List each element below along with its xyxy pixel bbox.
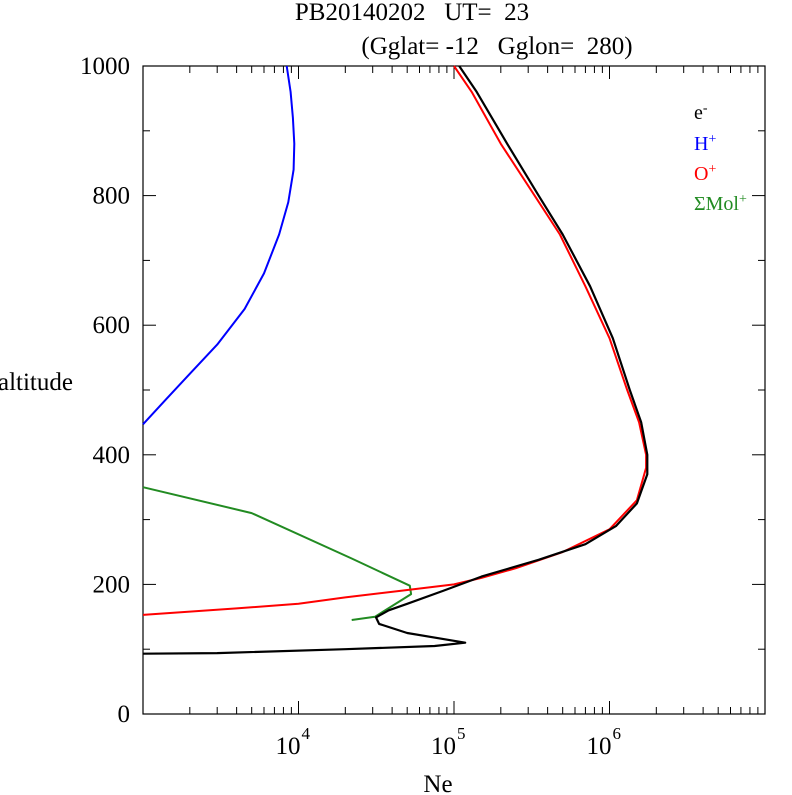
legend-item: H+ <box>694 132 716 156</box>
y-tick-label: 200 <box>93 571 131 598</box>
chart-title-line2: (Gglat= -12 Gglon= 280) <box>361 33 632 60</box>
y-tick-label: 400 <box>93 442 131 469</box>
y-tick-label: 0 <box>118 701 131 728</box>
series-line-O-2 <box>142 65 648 616</box>
legend-item: O+ <box>694 162 716 186</box>
y-tick-label: 1000 <box>80 53 130 80</box>
legend-label-superscript: + <box>708 162 716 177</box>
legend-label: e- <box>694 101 708 125</box>
series-line-Mol-3 <box>142 486 413 621</box>
legend-label: H+ <box>694 132 716 156</box>
x-tick-label: 10 4 <box>276 724 311 760</box>
x-tick-label: 10 6 <box>587 724 622 760</box>
series-line-H-1 <box>142 65 296 425</box>
plot-frame <box>142 65 766 715</box>
x-tick-label-base: 10 <box>431 733 456 760</box>
legend-label-superscript: + <box>708 132 716 147</box>
legend-label: ΣMol+ <box>694 192 747 216</box>
chart-title-line1: PB20140202 UT= 23 <box>295 0 529 26</box>
y-tick-label: 800 <box>93 183 131 210</box>
x-tick-label-exponent: 6 <box>613 724 622 743</box>
series-layer <box>142 65 649 655</box>
legend: e- H+ O+ ΣMol+ <box>694 101 747 216</box>
y-axis-ticks: 0 200 400 600 800 1000 <box>80 53 765 728</box>
legend-item: e- <box>694 101 708 125</box>
x-tick-label-base: 10 <box>587 733 612 760</box>
x-axis-ticks: 10 4 10 5 10 6 <box>142 66 759 760</box>
y-axis-label: altitude <box>0 369 73 396</box>
x-tick-label-exponent: 4 <box>302 724 311 743</box>
series-line-e-0 <box>142 65 649 655</box>
y-tick-label: 600 <box>93 312 131 339</box>
x-tick-label-exponent: 5 <box>457 724 466 743</box>
x-tick-label: 10 5 <box>431 724 466 760</box>
legend-label-superscript: - <box>703 101 708 116</box>
x-axis-label: Ne <box>423 771 452 795</box>
legend-item: ΣMol+ <box>694 192 747 216</box>
legend-label-superscript: + <box>739 192 747 207</box>
legend-label: O+ <box>694 162 716 186</box>
x-tick-label-base: 10 <box>276 733 301 760</box>
